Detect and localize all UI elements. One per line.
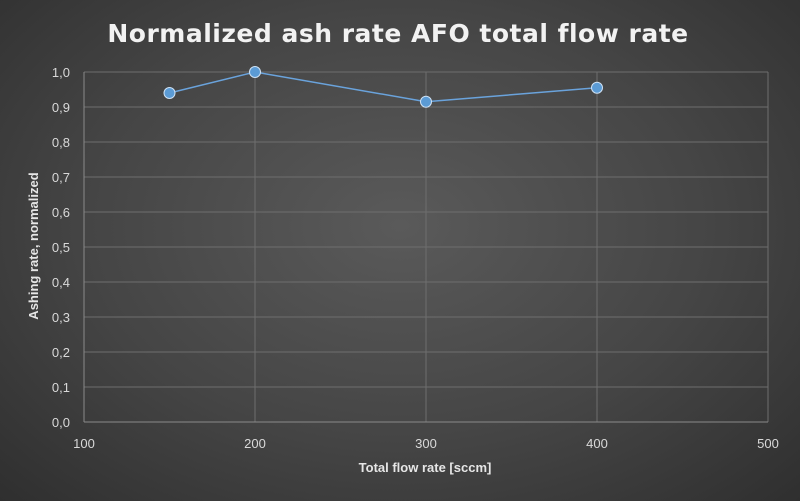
- y-tick-label: 0,7: [52, 170, 70, 185]
- x-tick-labels: 100 200 300 400 500: [73, 436, 779, 451]
- data-point: [420, 95, 432, 108]
- data-point: [163, 87, 176, 99]
- y-tick-label: 0,6: [52, 205, 70, 220]
- series: [163, 66, 603, 108]
- y-tick-label: 0,5: [52, 240, 70, 255]
- y-tick-label: 0,8: [52, 135, 70, 150]
- y-tick-label: 1,0: [52, 65, 70, 80]
- y-tick-label: 0,2: [52, 345, 70, 360]
- y-tick-label: 0,4: [52, 275, 70, 290]
- data-point: [591, 81, 603, 94]
- y-tick-label: 0,9: [52, 100, 70, 115]
- series-line: [169, 71, 598, 103]
- axes: [83, 72, 768, 423]
- data-point: [249, 66, 261, 78]
- chart-title: Normalized ash rate AFO total flow rate: [107, 19, 688, 48]
- y-tick-label: 0,0: [52, 415, 70, 430]
- y-tick-label: 0,3: [52, 310, 70, 325]
- y-tick-labels: 0,0 0,1 0,2 0,3 0,4 0,5 0,6 0,7 0,8 0,9 1,0: [52, 65, 70, 430]
- y-axis-label: Ashing rate, normalized: [26, 172, 41, 319]
- x-tick-label: 300: [415, 436, 437, 451]
- x-axis-label: Total flow rate [sccm]: [359, 460, 492, 475]
- x-tick-label: 200: [244, 436, 266, 451]
- x-tick-label: 500: [757, 436, 779, 451]
- x-tick-label: 400: [586, 436, 608, 451]
- x-tick-label: 100: [73, 436, 95, 451]
- grid: [84, 71, 769, 422]
- y-tick-label: 0,1: [52, 380, 70, 395]
